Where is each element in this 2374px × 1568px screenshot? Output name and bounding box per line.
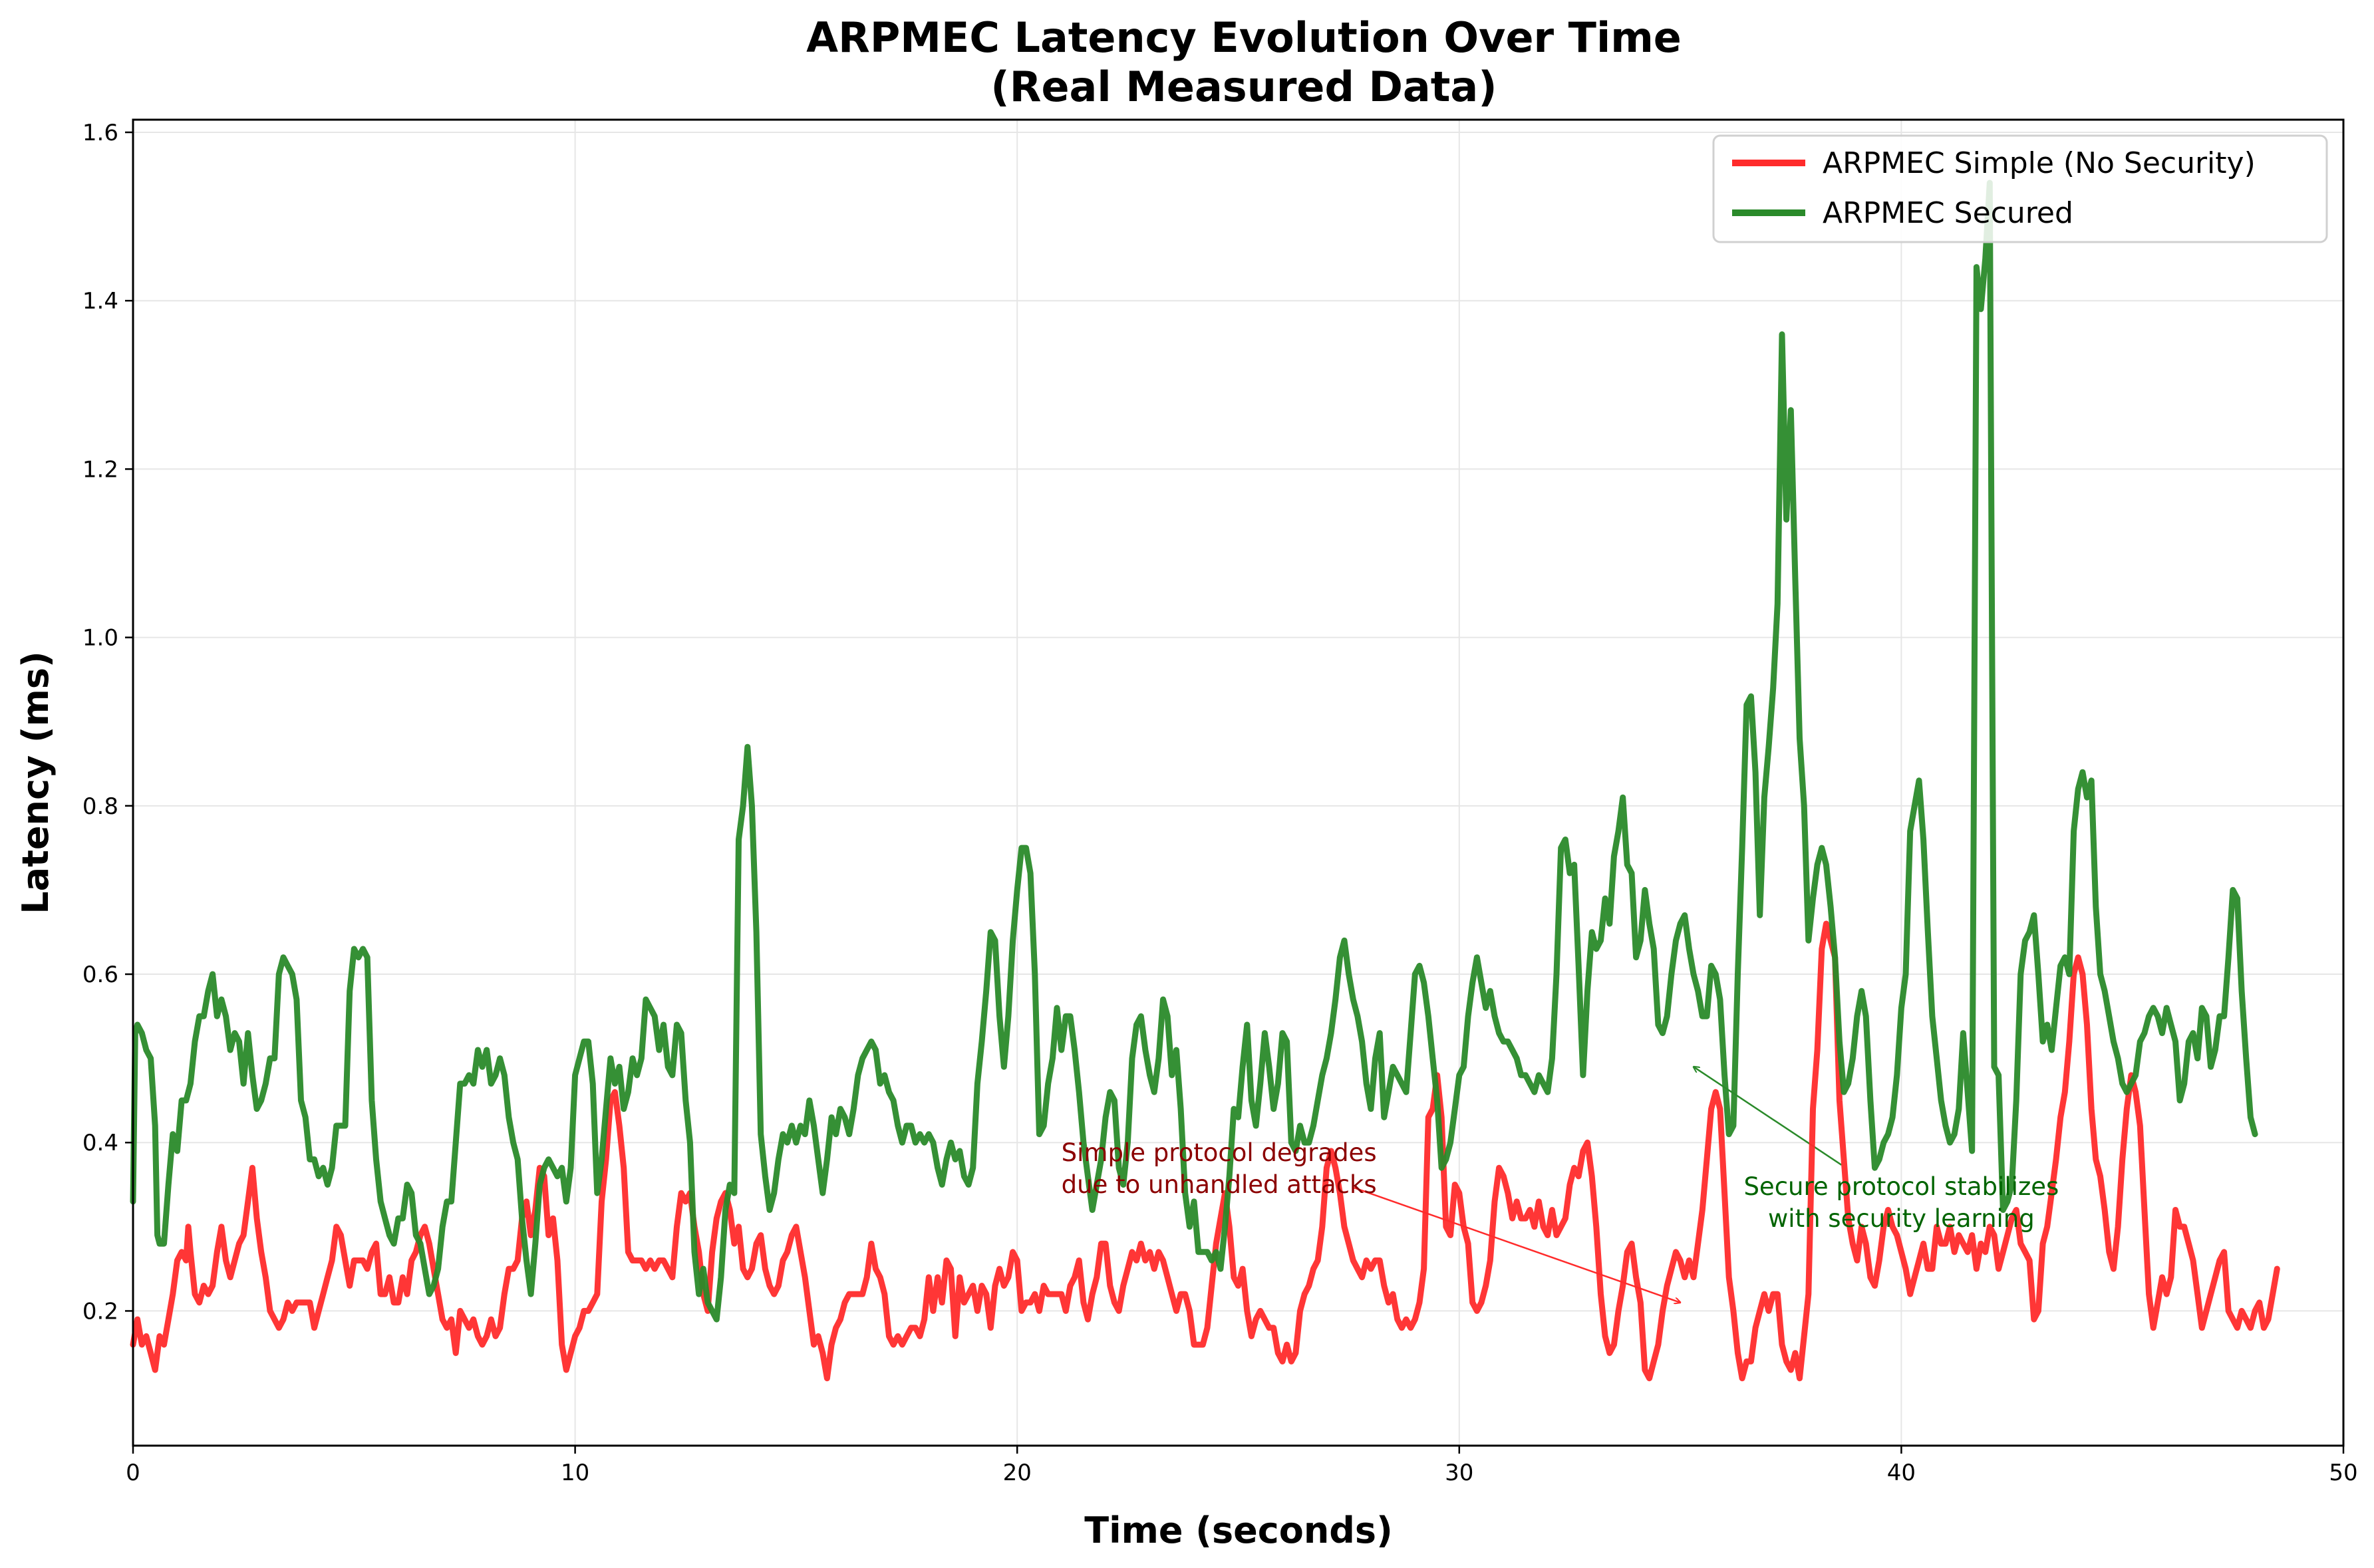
plot-frame <box>132 118 2345 1447</box>
legend-box <box>1712 134 2328 243</box>
y-tick-label: 1.0 <box>82 625 118 652</box>
y-tick-label: 0.6 <box>82 962 118 988</box>
chart-title-line1: ARPMEC Latency Evolution Over Time <box>806 13 1682 62</box>
y-tick-label: 0.4 <box>82 1130 118 1156</box>
annotation-texts: Simple protocol degrades due to unhandled… <box>1062 1138 2059 1233</box>
y-tick-label: 1.4 <box>82 288 118 315</box>
x-tick-label: 30 <box>1445 1460 1473 1486</box>
annotation-text: with security learning <box>1768 1204 2035 1233</box>
annotation-text: Simple protocol degrades <box>1062 1138 1377 1167</box>
annotation-text: Secure protocol stabilizes <box>1743 1172 2059 1201</box>
y-axis-label: Latency (ms) <box>15 651 57 914</box>
legend: ARPMEC Simple (No Security) ARPMEC Secur… <box>1712 134 2328 243</box>
x-tick-label: 40 <box>1887 1460 1916 1486</box>
y-tick-label: 0.2 <box>82 1298 118 1325</box>
chart-title-line2: (Real Measured Data) <box>990 63 1497 111</box>
y-tick-label: 1.2 <box>82 456 118 483</box>
series-line-secured <box>130 180 2258 1323</box>
x-tick-label: 20 <box>1003 1460 1032 1486</box>
x-tick-label: 10 <box>561 1460 589 1486</box>
annotation-arrow <box>1694 1067 1843 1166</box>
annotation-text: due to unhandled attacks <box>1062 1170 1377 1199</box>
axis-ticks: 0 10 20 30 40 50 0.2 0.4 0.6 0.8 1.0 1.2 1.4 1.6 <box>82 120 2358 1486</box>
x-tick-label: 50 <box>2329 1460 2357 1486</box>
x-axis-label: Time (seconds) <box>1084 1509 1393 1551</box>
series-lines <box>130 180 2280 1382</box>
legend-label-simple: ARPMEC Simple (No Security) <box>1823 146 2256 180</box>
y-tick-label: 1.6 <box>82 120 118 146</box>
x-tick-label: 0 <box>126 1460 140 1486</box>
legend-label-secured: ARPMEC Secured <box>1823 196 2073 230</box>
series-line-simple <box>130 920 2280 1382</box>
y-tick-label: 0.8 <box>82 793 118 820</box>
